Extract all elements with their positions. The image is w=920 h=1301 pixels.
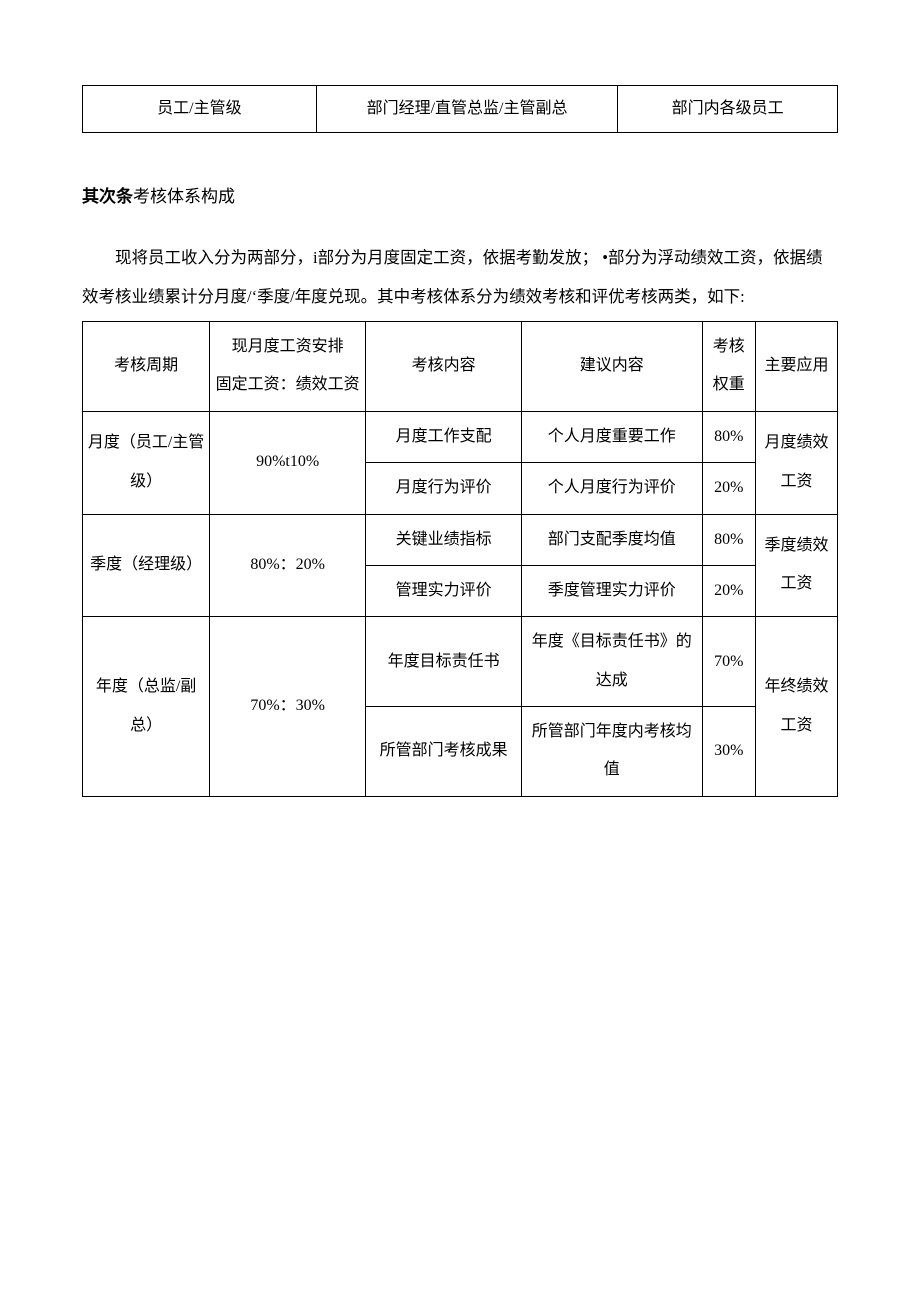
top-cell-manager: 部门经理/直管总监/主管副总 [317, 86, 619, 132]
cell-weight: 30% [702, 707, 755, 797]
cell-weight: 20% [702, 463, 755, 514]
cell-salary: 90%t10% [210, 411, 366, 514]
heading-rest: 考核体系构成 [133, 187, 235, 206]
table-row: 月度（员工/主管级） 90%t10% 月度工作支配 个人月度重要工作 80% 月… [83, 411, 838, 462]
cell-period: 年度（总监/副总） [83, 617, 210, 797]
cell-suggest: 年度《目标责任书》的达成 [522, 617, 703, 707]
table-row: 年度（总监/副总） 70%：30% 年度目标责任书 年度《目标责任书》的达成 7… [83, 617, 838, 707]
top-cell-level: 员工/主管级 [83, 86, 317, 132]
cell-period: 季度（经理级） [83, 514, 210, 617]
cell-suggest: 部门支配季度均值 [522, 514, 703, 565]
cell-content: 月度工作支配 [366, 411, 522, 462]
cell-weight: 70% [702, 617, 755, 707]
th-salary-l1: 现月度工资安排 [232, 338, 344, 355]
cell-app: 月度绩效工资 [755, 411, 837, 514]
cell-suggest: 季度管理实力评价 [522, 565, 703, 616]
cell-weight: 80% [702, 411, 755, 462]
cell-period: 月度（员工/主管级） [83, 411, 210, 514]
cell-weight: 80% [702, 514, 755, 565]
th-period: 考核周期 [83, 321, 210, 411]
assessment-table: 考核周期 现月度工资安排 固定工资：绩效工资 考核内容 建议内容 考核权重 主要… [82, 321, 838, 797]
cell-suggest: 所管部门年度内考核均值 [522, 707, 703, 797]
cell-weight: 20% [702, 565, 755, 616]
cell-app: 年终绩效工资 [755, 617, 837, 797]
cell-content: 所管部门考核成果 [366, 707, 522, 797]
cell-content: 关键业绩指标 [366, 514, 522, 565]
cell-suggest: 个人月度行为评价 [522, 463, 703, 514]
heading-bold: 其次条 [82, 187, 133, 206]
table-row: 季度（经理级） 80%：20% 关键业绩指标 部门支配季度均值 80% 季度绩效… [83, 514, 838, 565]
table-header-row: 考核周期 现月度工资安排 固定工资：绩效工资 考核内容 建议内容 考核权重 主要… [83, 321, 838, 411]
cell-app: 季度绩效工资 [755, 514, 837, 617]
intro-paragraph: 现将员工收入分为两部分，i部分为月度固定工资，依据考勤发放； •部分为浮动绩效工… [82, 238, 838, 317]
th-suggest: 建议内容 [522, 321, 703, 411]
cell-content: 年度目标责任书 [366, 617, 522, 707]
th-salary-l2: 固定工资：绩效工资 [216, 376, 360, 393]
cell-suggest: 个人月度重要工作 [522, 411, 703, 462]
th-salary: 现月度工资安排 固定工资：绩效工资 [210, 321, 366, 411]
th-weight: 考核权重 [702, 321, 755, 411]
top-header-row: 员工/主管级 部门经理/直管总监/主管副总 部门内各级员工 [82, 85, 838, 133]
cell-content: 管理实力评价 [366, 565, 522, 616]
th-app: 主要应用 [755, 321, 837, 411]
section-heading: 其次条考核体系构成 [82, 183, 838, 210]
cell-salary: 70%：30% [210, 617, 366, 797]
cell-content: 月度行为评价 [366, 463, 522, 514]
cell-salary: 80%：20% [210, 514, 366, 617]
top-cell-staff: 部门内各级员工 [618, 86, 837, 132]
th-content: 考核内容 [366, 321, 522, 411]
